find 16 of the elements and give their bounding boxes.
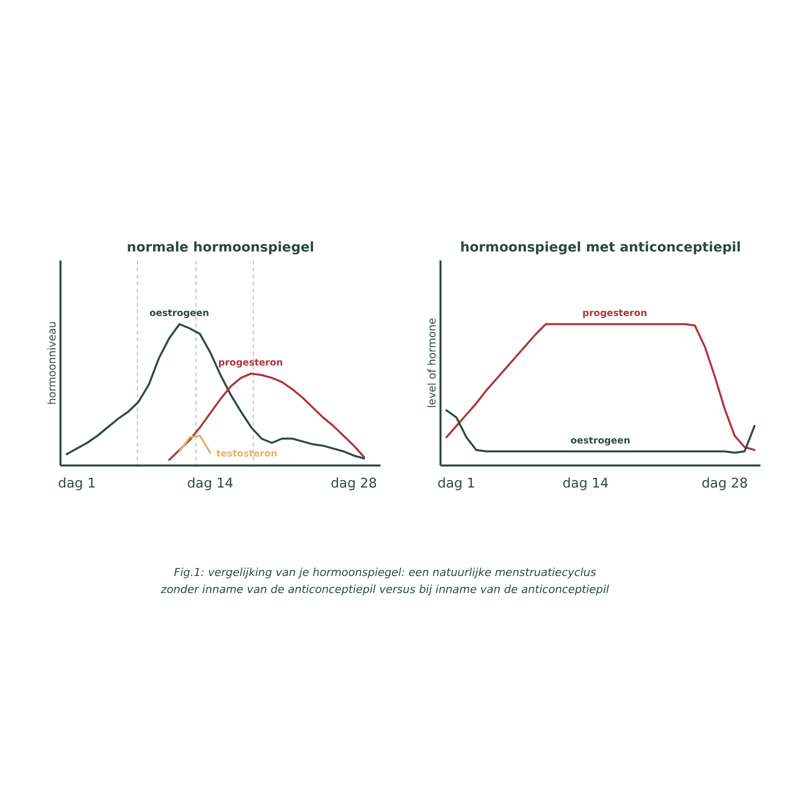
x-tick-label: dag 28 [330,476,377,492]
series-label: progesteron [218,358,283,369]
x-tick-label: dag 14 [187,476,234,492]
caption: Fig.1: vergelijking van je hormoonspiegel: een natuurlijke menstruatiecyclus zonder inname van de anticonceptiepil versus bij inname van de anticonceptiepil [160,565,610,598]
y-axis-title: hormoonniveau [46,321,58,405]
series-label: oestrogeen [570,435,630,446]
x-tick-label: dag 1 [58,476,96,492]
x-tick-label: dag 1 [438,476,476,492]
chart-title: normale hormoonspiegel [126,240,314,256]
series-label: oestrogeen [149,308,210,320]
chart-title: hormoonspiegel met anticonceptiepil [460,240,741,256]
y-axis-title: level of hormone [426,318,438,408]
x-tick-label: dag 28 [702,476,748,492]
x-tick-label: dag 14 [562,476,609,492]
series-label: testosteron [216,448,278,460]
series-label: progesteron [582,308,648,320]
